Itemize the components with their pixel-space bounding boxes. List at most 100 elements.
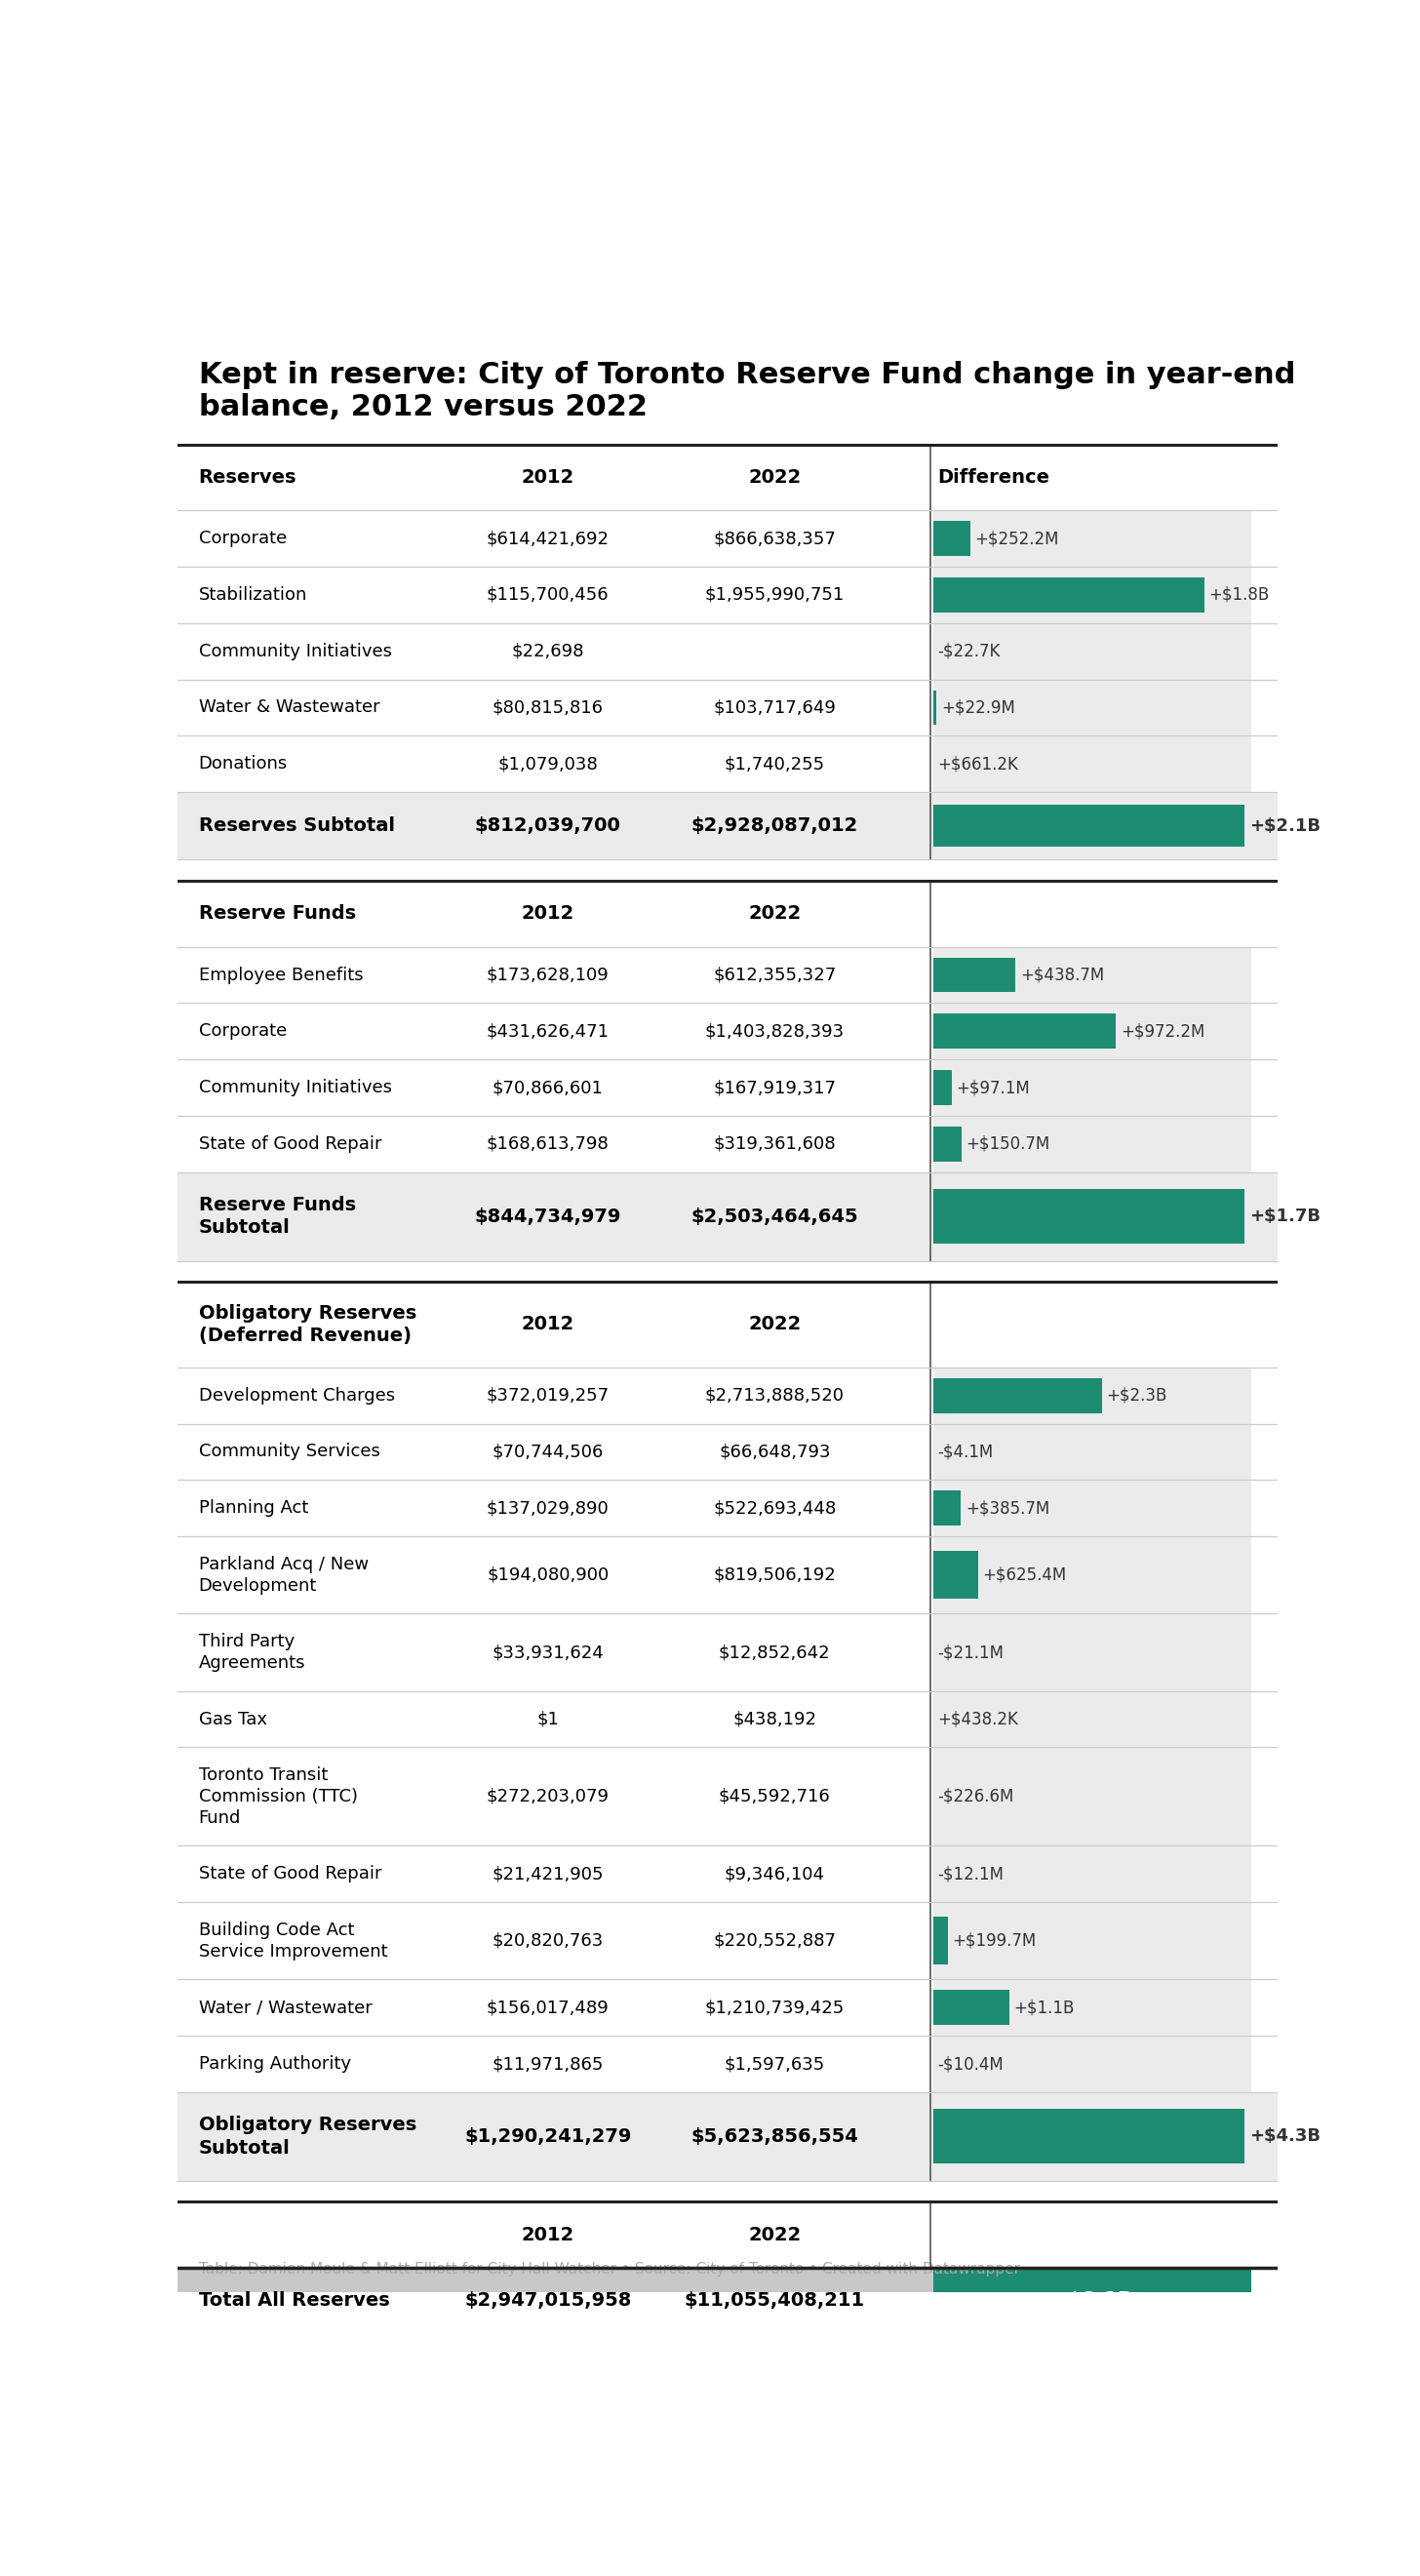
- Text: +$97.1M: +$97.1M: [956, 1079, 1030, 1097]
- Text: Water / Wastewater: Water / Wastewater: [199, 1999, 372, 2017]
- Text: State of Good Repair: State of Good Repair: [199, 1865, 382, 1883]
- Bar: [933, 1492, 961, 1525]
- Text: 2012: 2012: [521, 1316, 574, 1334]
- Bar: [933, 1378, 1102, 1414]
- Text: $22,698: $22,698: [511, 641, 584, 659]
- Text: Planning Act: Planning Act: [199, 1499, 308, 1517]
- Text: $2,928,087,012: $2,928,087,012: [692, 817, 858, 835]
- Text: Obligatory Reserves
(Deferred Revenue): Obligatory Reserves (Deferred Revenue): [199, 1303, 416, 1345]
- Text: +$385.7M: +$385.7M: [966, 1499, 1049, 1517]
- Text: Community Initiatives: Community Initiatives: [199, 641, 392, 659]
- Text: $1,290,241,279: $1,290,241,279: [464, 2128, 632, 2146]
- Bar: [178, 791, 1278, 860]
- Text: Parkland Acq / New
Development: Parkland Acq / New Development: [199, 1556, 368, 1595]
- Bar: [933, 1368, 1251, 1425]
- Text: 2022: 2022: [748, 2226, 801, 2244]
- Bar: [933, 1015, 1116, 1048]
- Text: $173,628,109: $173,628,109: [487, 966, 609, 984]
- Text: $372,019,257: $372,019,257: [487, 1386, 609, 1404]
- Bar: [933, 1002, 1251, 1059]
- Text: Reserves: Reserves: [199, 469, 297, 487]
- Text: $80,815,816: $80,815,816: [493, 698, 603, 716]
- Text: 2022: 2022: [748, 904, 801, 922]
- Text: Development Charges: Development Charges: [199, 1386, 395, 1404]
- Text: Donations: Donations: [199, 755, 288, 773]
- Text: $819,506,192: $819,506,192: [713, 1566, 836, 1584]
- Text: $1,740,255: $1,740,255: [724, 755, 825, 773]
- Text: $1,403,828,393: $1,403,828,393: [704, 1023, 845, 1041]
- Bar: [933, 1991, 1010, 2025]
- Bar: [933, 737, 1251, 791]
- Text: Reserve Funds
Subtotal: Reserve Funds Subtotal: [199, 1195, 356, 1236]
- Text: Difference: Difference: [937, 469, 1049, 487]
- Text: Stabilization: Stabilization: [199, 587, 307, 603]
- Text: $11,971,865: $11,971,865: [493, 2056, 603, 2074]
- Text: $21,421,905: $21,421,905: [491, 1865, 603, 1883]
- Text: $431,626,471: $431,626,471: [487, 1023, 609, 1041]
- Text: +$1.7B: +$1.7B: [1250, 1208, 1321, 1226]
- Text: -$226.6M: -$226.6M: [937, 1788, 1014, 1806]
- Bar: [933, 1690, 1251, 1747]
- Text: $612,355,327: $612,355,327: [713, 966, 836, 984]
- Text: -$12.1M: -$12.1M: [937, 1865, 1004, 1883]
- Bar: [933, 948, 1251, 1002]
- Text: -$21.1M: -$21.1M: [937, 1643, 1004, 1662]
- Text: $137,029,890: $137,029,890: [487, 1499, 609, 1517]
- Text: Water & Wastewater: Water & Wastewater: [199, 698, 379, 716]
- Text: $220,552,887: $220,552,887: [713, 1932, 836, 1950]
- Text: Corporate: Corporate: [199, 1023, 287, 1041]
- Text: Reserve Funds: Reserve Funds: [199, 904, 356, 922]
- Text: 2022: 2022: [748, 1316, 801, 1334]
- Text: Table: Damien Moule & Matt Elliott for City Hall Watcher • Source: City of Toron: Table: Damien Moule & Matt Elliott for C…: [199, 2262, 1020, 2277]
- Text: 2012: 2012: [521, 904, 574, 922]
- Bar: [933, 1847, 1251, 1901]
- Bar: [933, 1481, 1251, 1535]
- Text: $1,955,990,751: $1,955,990,751: [704, 587, 845, 603]
- Text: +$1.1B: +$1.1B: [1014, 1999, 1075, 2017]
- Text: $2,503,464,645: $2,503,464,645: [692, 1208, 858, 1226]
- Bar: [933, 1115, 1251, 1172]
- Text: $168,613,798: $168,613,798: [487, 1136, 609, 1151]
- Bar: [933, 690, 937, 724]
- Bar: [933, 520, 970, 556]
- Text: Community Initiatives: Community Initiatives: [199, 1079, 392, 1097]
- Text: $1,597,635: $1,597,635: [724, 2056, 825, 2074]
- Text: Gas Tax: Gas Tax: [199, 1710, 267, 1728]
- Text: +$1.8B: +$1.8B: [1208, 587, 1269, 603]
- Bar: [933, 1190, 1245, 1244]
- Bar: [933, 791, 1251, 860]
- Text: Toronto Transit
Commission (TTC)
Fund: Toronto Transit Commission (TTC) Fund: [199, 1767, 358, 1826]
- Text: $66,648,793: $66,648,793: [719, 1443, 831, 1461]
- Text: $33,931,624: $33,931,624: [491, 1643, 603, 1662]
- Text: Employee Benefits: Employee Benefits: [199, 966, 364, 984]
- Text: $1,210,739,425: $1,210,739,425: [704, 1999, 845, 2017]
- Text: $2,947,015,958: $2,947,015,958: [464, 2293, 632, 2311]
- Text: Kept in reserve: City of Toronto Reserve Fund change in year-end
balance, 2012 v: Kept in reserve: City of Toronto Reserve…: [199, 361, 1295, 422]
- Text: $194,080,900: $194,080,900: [487, 1566, 609, 1584]
- Bar: [933, 958, 1015, 992]
- Bar: [933, 1613, 1251, 1690]
- Text: $272,203,079: $272,203,079: [487, 1788, 609, 1806]
- Text: Corporate: Corporate: [199, 531, 287, 546]
- Text: +$22.9M: +$22.9M: [941, 698, 1015, 716]
- Text: 2012: 2012: [521, 469, 574, 487]
- Bar: [933, 623, 1251, 680]
- Text: $167,919,317: $167,919,317: [713, 1079, 836, 1097]
- Bar: [178, 2092, 1278, 2182]
- Text: +$661.2K: +$661.2K: [937, 755, 1018, 773]
- Text: Obligatory Reserves
Subtotal: Obligatory Reserves Subtotal: [199, 2115, 416, 2156]
- Text: Reserves Subtotal: Reserves Subtotal: [199, 817, 395, 835]
- Text: $866,638,357: $866,638,357: [713, 531, 836, 546]
- Text: Total All Reserves: Total All Reserves: [199, 2293, 389, 2311]
- Text: $522,693,448: $522,693,448: [713, 1499, 836, 1517]
- Text: $9,346,104: $9,346,104: [724, 1865, 825, 1883]
- Text: $103,717,649: $103,717,649: [713, 698, 836, 716]
- Text: +$8.1B: +$8.1B: [1051, 2290, 1133, 2311]
- Text: $70,866,601: $70,866,601: [493, 1079, 603, 1097]
- Text: +$438.7M: +$438.7M: [1020, 966, 1105, 984]
- Text: +$625.4M: +$625.4M: [983, 1566, 1066, 1584]
- Bar: [933, 2267, 1251, 2334]
- Text: -$4.1M: -$4.1M: [937, 1443, 994, 1461]
- Text: $20,820,763: $20,820,763: [493, 1932, 603, 1950]
- Text: $844,734,979: $844,734,979: [474, 1208, 621, 1226]
